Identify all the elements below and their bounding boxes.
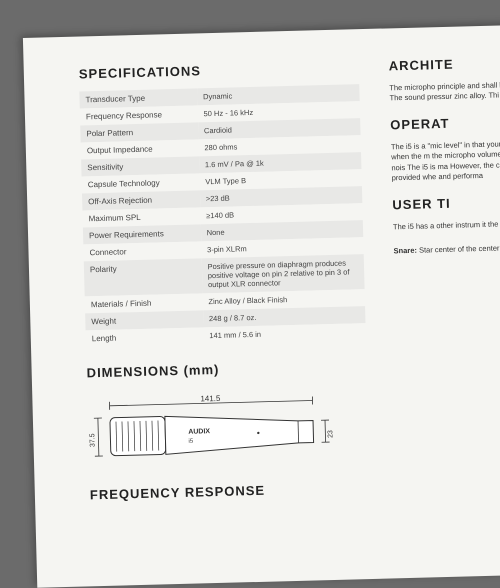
- spec-value: 141 mm / 5.6 in: [203, 323, 366, 344]
- specifications-table: Transducer TypeDynamicFrequency Response…: [79, 84, 366, 347]
- user-tips-heading: USER TI: [392, 192, 500, 212]
- dimensions-heading: DIMENSIONS (mm): [86, 358, 366, 380]
- operation-body: The i5 is a "mic level" in that your mi …: [391, 138, 500, 183]
- frequency-response-heading: FREQUENCY RESPONSE: [90, 480, 370, 502]
- architecture-body: The micropho principle and shall be VLM …: [389, 79, 500, 104]
- column-layout: SPECIFICATIONS Transducer TypeDynamicFre…: [79, 52, 500, 512]
- spec-label: Polarity: [84, 258, 202, 296]
- dimension-length-label: 141.5: [200, 394, 221, 404]
- dimension-head-height-label: 37.5: [89, 433, 96, 447]
- microphone-dimension-diagram: 141.5 AUDIX i5: [87, 392, 339, 469]
- spec-value: Positive pressure on diaphragm produces …: [201, 254, 364, 293]
- spec-label: Length: [86, 327, 204, 347]
- operation-heading: OPERAT: [390, 113, 500, 133]
- dimension-tail-height-label: 23: [327, 430, 334, 438]
- user-tips-body: The i5 has a other instrum it the i5 is …: [393, 217, 500, 232]
- snare-body: Star center of the center and: [417, 243, 500, 255]
- right-column: ARCHITE The micropho principle and shall…: [389, 54, 500, 505]
- snare-text: Snare: Star center of the center and: [393, 241, 500, 256]
- snare-label: Snare:: [393, 246, 417, 256]
- left-column: SPECIFICATIONS Transducer TypeDynamicFre…: [79, 59, 371, 512]
- diagram-brand-label: AUDIX: [188, 428, 210, 436]
- architecture-heading: ARCHITE: [389, 54, 500, 74]
- document-page: SPECIFICATIONS Transducer TypeDynamicFre…: [23, 22, 500, 588]
- specifications-heading: SPECIFICATIONS: [79, 59, 359, 81]
- diagram-model-label: i5: [188, 439, 193, 445]
